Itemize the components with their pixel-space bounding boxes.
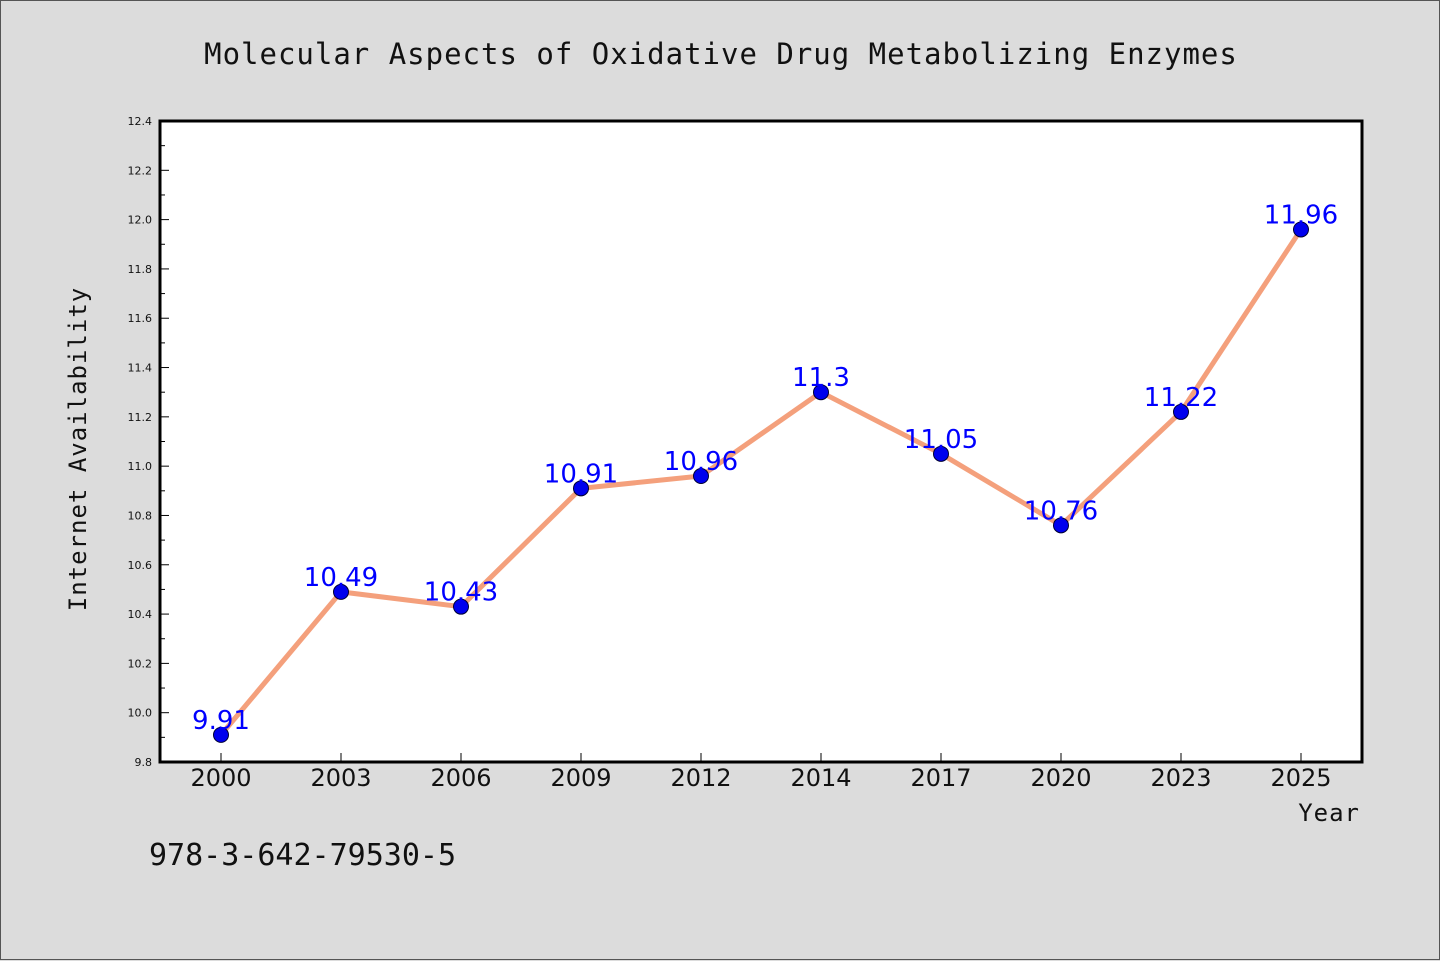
data-point-marker	[1293, 221, 1309, 238]
data-value-label: 11.05	[904, 425, 978, 455]
y-tick-label: 12.0	[128, 214, 153, 227]
y-tick-label: 11.8	[128, 263, 153, 276]
data-point-marker	[333, 583, 349, 600]
data-point-marker	[1053, 517, 1069, 534]
x-tick-label: 2023	[1150, 764, 1211, 792]
y-axis-label: Internet Availability	[64, 287, 92, 611]
x-tick-label: 2009	[550, 764, 611, 792]
y-axis-ticks: 9.8 10.0 10.2 10.4 10.6 10.8 11.0 11.2 11.4 11.6 1…	[128, 115, 169, 769]
isbn-annotation: 978-3-642-79530-5	[149, 838, 456, 873]
data-point-marker	[453, 598, 469, 615]
x-axis-ticks: 2000 2003 2006 2009 2012 2014 2017 2020 2023 2025	[190, 753, 1332, 792]
series-line	[218, 226, 1304, 738]
data-value-label: 11.22	[1144, 383, 1218, 413]
data-point-marker	[573, 480, 589, 497]
x-tick-label: 2003	[310, 764, 371, 792]
data-point-marker	[693, 468, 709, 485]
y-tick-label: 10.6	[128, 559, 153, 572]
x-tick-label: 2014	[790, 764, 851, 792]
y-tick-label: 11.0	[128, 460, 153, 473]
data-value-label: 10.91	[544, 459, 618, 489]
x-tick-label: 2025	[1270, 764, 1331, 792]
y-tick-label: 12.2	[128, 164, 153, 177]
data-value-label: 10.76	[1024, 496, 1098, 526]
chart-title: Molecular Aspects of Oxidative Drug Meta…	[204, 37, 1238, 71]
y-tick-label: 9.8	[135, 756, 153, 769]
data-point-marker	[1173, 403, 1189, 420]
y-tick-label: 11.6	[128, 312, 153, 325]
y-tick-label: 10.8	[128, 509, 153, 522]
data-point-marker	[933, 445, 949, 462]
data-value-label: 10.49	[304, 563, 378, 593]
x-tick-label: 2017	[910, 764, 971, 792]
data-value-label: 11.3	[792, 363, 850, 393]
plot-area	[160, 121, 1362, 762]
data-value-label: 10.96	[664, 447, 738, 477]
y-tick-label: 10.4	[128, 608, 153, 621]
y-tick-label: 10.2	[128, 657, 153, 670]
x-axis-label: Year	[1298, 799, 1360, 827]
data-point-marker	[813, 384, 829, 401]
x-tick-label: 2000	[190, 764, 251, 792]
y-tick-label: 10.0	[128, 707, 153, 720]
x-tick-label: 2006	[430, 764, 491, 792]
data-point-marker	[213, 726, 229, 743]
plot-border	[158, 119, 1364, 764]
y-tick-label: 12.4	[128, 115, 153, 128]
x-tick-label: 2020	[1030, 764, 1091, 792]
y-tick-label: 11.4	[128, 362, 153, 375]
data-value-label: 11.96	[1264, 200, 1338, 230]
data-value-label: 10.43	[424, 578, 498, 608]
y-tick-label: 11.2	[128, 411, 153, 424]
x-tick-label: 2012	[670, 764, 731, 792]
series-line-group: 9.91 10.49 10.43 10.91 10.96 11.3 11.05 10.76 11…	[192, 200, 1338, 743]
data-value-label: 9.91	[192, 706, 250, 736]
